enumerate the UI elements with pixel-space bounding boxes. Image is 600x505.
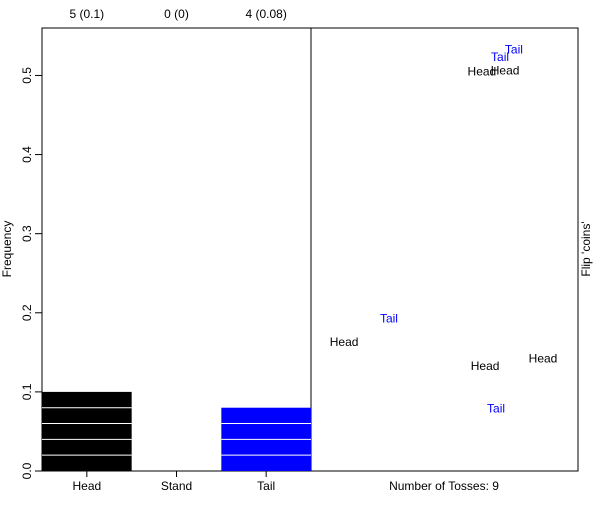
x-tick-label: Stand xyxy=(161,479,192,493)
coin-label: Tail xyxy=(380,311,398,325)
y-tick-label: 0.2 xyxy=(20,304,34,321)
x-tick-label: Tail xyxy=(257,479,275,493)
coin-label: Tail xyxy=(487,401,505,415)
x-tick-label: Head xyxy=(72,479,101,493)
coin-label: Head xyxy=(529,352,558,366)
coin-label: Head xyxy=(330,335,359,349)
coin-label: Head xyxy=(471,359,500,373)
coin-label: Tail xyxy=(491,50,509,64)
y-tick-label: 0.3 xyxy=(20,225,34,242)
coin-label: Head xyxy=(468,64,497,78)
bar-top-label: 0 (0) xyxy=(164,7,189,21)
bar-top-label: 4 (0.08) xyxy=(245,7,286,21)
y-tick-label: 0.5 xyxy=(20,67,34,84)
y-tick-label: 0.0 xyxy=(20,462,34,479)
y-tick-label: 0.4 xyxy=(20,146,34,163)
y-tick-label: 0.1 xyxy=(20,383,34,400)
side-label: Flip 'coins' xyxy=(579,221,593,276)
y-axis-label: Frequency xyxy=(0,221,14,278)
bar-top-label: 5 (0.1) xyxy=(69,7,104,21)
coin-label: Tail xyxy=(505,42,523,56)
bar xyxy=(42,391,132,471)
coin-label: Head xyxy=(491,64,520,78)
x-axis-label: Number of Tosses: 9 xyxy=(389,479,499,493)
